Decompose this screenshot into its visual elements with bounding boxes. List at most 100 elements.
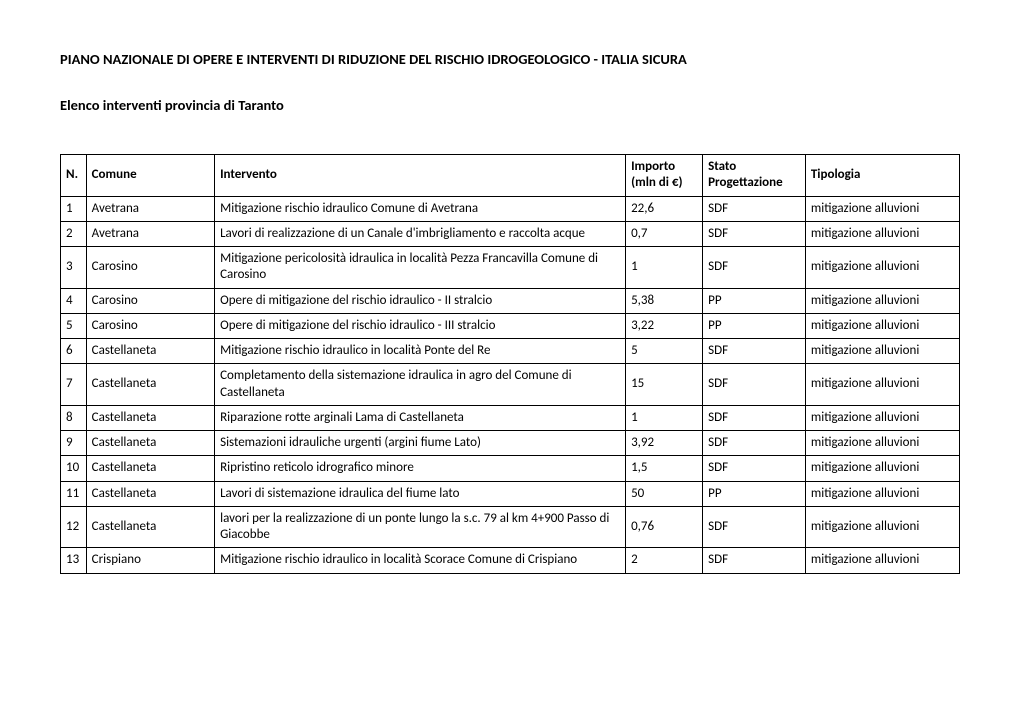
cell-n: 5	[61, 313, 87, 338]
header-comune: Comune	[86, 155, 214, 197]
cell-n: 12	[61, 506, 87, 548]
cell-comune: Carosino	[86, 288, 214, 313]
cell-tipologia: mitigazione alluvioni	[805, 313, 959, 338]
cell-importo: 0,7	[626, 221, 703, 246]
table-row: 3CarosinoMitigazione pericolosità idraul…	[61, 247, 960, 289]
cell-stato: SDF	[703, 247, 806, 289]
header-tipologia: Tipologia	[805, 155, 959, 197]
cell-importo: 2	[626, 548, 703, 573]
cell-importo: 1,5	[626, 456, 703, 481]
cell-tipologia: mitigazione alluvioni	[805, 431, 959, 456]
cell-importo: 3,22	[626, 313, 703, 338]
cell-n: 9	[61, 431, 87, 456]
cell-importo: 5	[626, 339, 703, 364]
cell-tipologia: mitigazione alluvioni	[805, 247, 959, 289]
table-row: 4CarosinoOpere di mitigazione del rischi…	[61, 288, 960, 313]
cell-intervento: Lavori di sistemazione idraulica del fiu…	[215, 481, 626, 506]
cell-stato: PP	[703, 288, 806, 313]
cell-intervento: Mitigazione rischio idraulico in localit…	[215, 548, 626, 573]
cell-importo: 0,76	[626, 506, 703, 548]
table-row: 5CarosinoOpere di mitigazione del rischi…	[61, 313, 960, 338]
cell-importo: 50	[626, 481, 703, 506]
cell-n: 10	[61, 456, 87, 481]
interventi-table: N. Comune Intervento Importo (mln di €) …	[60, 154, 960, 574]
table-row: 10CastellanetaRipristino reticolo idrogr…	[61, 456, 960, 481]
cell-intervento: Mitigazione rischio idraulico in localit…	[215, 339, 626, 364]
cell-tipologia: mitigazione alluvioni	[805, 339, 959, 364]
cell-intervento: Opere di mitigazione del rischio idrauli…	[215, 313, 626, 338]
cell-n: 4	[61, 288, 87, 313]
cell-stato: SDF	[703, 405, 806, 430]
cell-tipologia: mitigazione alluvioni	[805, 481, 959, 506]
header-importo: Importo (mln di €)	[626, 155, 703, 197]
cell-comune: Carosino	[86, 247, 214, 289]
cell-stato: SDF	[703, 196, 806, 221]
cell-n: 1	[61, 196, 87, 221]
cell-intervento: lavori per la realizzazione di un ponte …	[215, 506, 626, 548]
cell-intervento: Completamento della sistemazione idrauli…	[215, 364, 626, 406]
cell-comune: Castellaneta	[86, 481, 214, 506]
cell-n: 3	[61, 247, 87, 289]
cell-tipologia: mitigazione alluvioni	[805, 405, 959, 430]
table-header-row: N. Comune Intervento Importo (mln di €) …	[61, 155, 960, 197]
cell-stato: SDF	[703, 548, 806, 573]
cell-stato: SDF	[703, 339, 806, 364]
cell-importo: 15	[626, 364, 703, 406]
cell-stato: SDF	[703, 221, 806, 246]
cell-n: 8	[61, 405, 87, 430]
cell-importo: 1	[626, 405, 703, 430]
cell-comune: Carosino	[86, 313, 214, 338]
cell-importo: 5,38	[626, 288, 703, 313]
cell-intervento: Sistemazioni idrauliche urgenti (argini …	[215, 431, 626, 456]
cell-comune: Crispiano	[86, 548, 214, 573]
table-row: 9CastellanetaSistemazioni idrauliche urg…	[61, 431, 960, 456]
table-row: 7CastellanetaCompletamento della sistema…	[61, 364, 960, 406]
cell-tipologia: mitigazione alluvioni	[805, 221, 959, 246]
cell-tipologia: mitigazione alluvioni	[805, 364, 959, 406]
page-title: PIANO NAZIONALE DI OPERE E INTERVENTI DI…	[60, 50, 960, 68]
table-row: 1AvetranaMitigazione rischio idraulico C…	[61, 196, 960, 221]
table-row: 11CastellanetaLavori di sistemazione idr…	[61, 481, 960, 506]
table-row: 6CastellanetaMitigazione rischio idrauli…	[61, 339, 960, 364]
cell-n: 11	[61, 481, 87, 506]
cell-intervento: Mitigazione pericolosità idraulica in lo…	[215, 247, 626, 289]
cell-tipologia: mitigazione alluvioni	[805, 548, 959, 573]
cell-n: 7	[61, 364, 87, 406]
page-subtitle: Elenco interventi provincia di Taranto	[60, 96, 960, 114]
cell-stato: SDF	[703, 431, 806, 456]
cell-importo: 22,6	[626, 196, 703, 221]
cell-comune: Castellaneta	[86, 456, 214, 481]
cell-n: 6	[61, 339, 87, 364]
cell-tipologia: mitigazione alluvioni	[805, 456, 959, 481]
cell-n: 13	[61, 548, 87, 573]
cell-intervento: Mitigazione rischio idraulico Comune di …	[215, 196, 626, 221]
cell-stato: SDF	[703, 364, 806, 406]
cell-stato: SDF	[703, 506, 806, 548]
cell-stato: PP	[703, 313, 806, 338]
cell-tipologia: mitigazione alluvioni	[805, 196, 959, 221]
header-intervento: Intervento	[215, 155, 626, 197]
cell-intervento: Opere di mitigazione del rischio idrauli…	[215, 288, 626, 313]
header-n: N.	[61, 155, 87, 197]
cell-tipologia: mitigazione alluvioni	[805, 506, 959, 548]
cell-n: 2	[61, 221, 87, 246]
cell-intervento: Ripristino reticolo idrografico minore	[215, 456, 626, 481]
cell-comune: Castellaneta	[86, 364, 214, 406]
cell-comune: Castellaneta	[86, 405, 214, 430]
header-stato: Stato Progettazione	[703, 155, 806, 197]
table-row: 8CastellanetaRiparazione rotte arginali …	[61, 405, 960, 430]
cell-importo: 1	[626, 247, 703, 289]
cell-comune: Avetrana	[86, 196, 214, 221]
cell-comune: Castellaneta	[86, 339, 214, 364]
cell-stato: SDF	[703, 456, 806, 481]
cell-comune: Castellaneta	[86, 506, 214, 548]
cell-comune: Castellaneta	[86, 431, 214, 456]
table-row: 2AvetranaLavori di realizzazione di un C…	[61, 221, 960, 246]
table-row: 12Castellanetalavori per la realizzazion…	[61, 506, 960, 548]
cell-importo: 3,92	[626, 431, 703, 456]
cell-comune: Avetrana	[86, 221, 214, 246]
cell-intervento: Riparazione rotte arginali Lama di Caste…	[215, 405, 626, 430]
cell-tipologia: mitigazione alluvioni	[805, 288, 959, 313]
table-row: 13CrispianoMitigazione rischio idraulico…	[61, 548, 960, 573]
cell-stato: PP	[703, 481, 806, 506]
